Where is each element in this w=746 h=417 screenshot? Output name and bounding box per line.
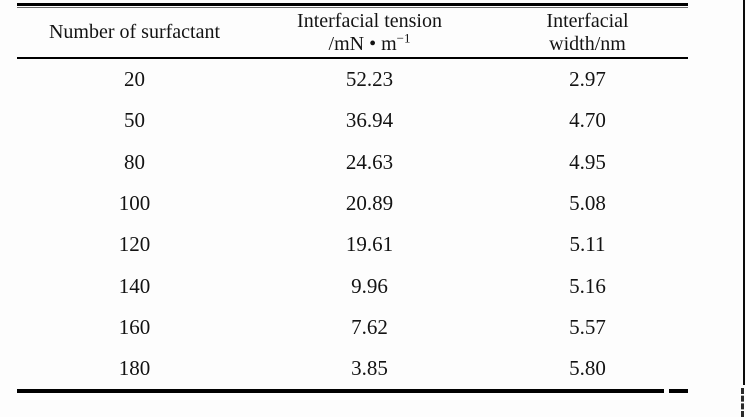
cell-interfacial-tension: 52.23	[345, 67, 394, 92]
cell-interfacial-tension: 24.63	[345, 149, 394, 174]
bottom-rule-scan-gap	[664, 389, 669, 394]
header-interfacial-width: Interfacial width/nm	[487, 10, 688, 56]
cell-surfactant-count: 100	[118, 191, 151, 216]
cell-interfacial-width: 5.11	[569, 232, 606, 257]
cell-interfacial-tension: 3.85	[351, 356, 388, 381]
surfactant-table: Number of surfactant Interfacial tension…	[17, 3, 688, 394]
header-col3-line2: width/nm	[549, 32, 626, 55]
header-col2-unit-base: /mN • m	[328, 32, 397, 55]
cell-interfacial-width: 5.80	[569, 356, 606, 381]
cell-surfactant-count: 80	[124, 149, 145, 174]
header-interfacial-tension: Interfacial tension /mN • m−1	[252, 10, 487, 56]
header-number-of-surfactant: Number of surfactant	[17, 21, 252, 44]
cell-interfacial-width: 5.57	[569, 314, 606, 339]
cell-interfacial-tension: 9.96	[351, 273, 388, 298]
header-col2-unit: /mN • m−1	[252, 29, 487, 56]
table-row: 120 19.61 5.11	[17, 224, 688, 265]
cell-surfactant-count: 120	[118, 232, 151, 257]
cell-surfactant-count: 160	[118, 314, 151, 339]
table-top-rule	[17, 3, 688, 8]
cell-interfacial-tension: 20.89	[345, 191, 394, 216]
table-row: 180 3.85 5.80	[17, 348, 688, 389]
table-body: 20 52.23 2.97 50 36.94 4.70 80 24.63 4.9…	[17, 59, 688, 389]
cell-interfacial-width: 4.95	[569, 149, 606, 174]
cell-interfacial-tension: 19.61	[345, 232, 394, 257]
cell-interfacial-tension: 7.62	[351, 314, 388, 339]
table-row: 100 20.89 5.08	[17, 183, 688, 224]
cell-surfactant-count: 20	[124, 67, 145, 92]
cell-interfacial-width: 4.70	[569, 108, 606, 133]
cell-surfactant-count: 140	[118, 273, 151, 298]
cell-interfacial-width: 5.08	[569, 191, 606, 216]
cell-interfacial-width: 2.97	[569, 67, 606, 92]
scan-edge-artifact	[743, 0, 745, 385]
cell-surfactant-count: 50	[124, 108, 145, 133]
table-header-row: Number of surfactant Interfacial tension…	[17, 8, 688, 57]
header-col2-unit-exponent: −1	[396, 29, 411, 45]
header-col2-line1: Interfacial tension	[297, 9, 442, 32]
header-col3-line1: Interfacial	[546, 9, 629, 32]
table-row: 160 7.62 5.57	[17, 307, 688, 348]
header-col1-label: Number of surfactant	[48, 21, 221, 43]
scan-edge-dashed-artifact	[741, 388, 744, 417]
table-header-rule	[17, 57, 688, 59]
table-row: 20 52.23 2.97	[17, 59, 688, 100]
table-row: 140 9.96 5.16	[17, 265, 688, 306]
cell-interfacial-tension: 36.94	[345, 108, 394, 133]
cell-interfacial-width: 5.16	[569, 273, 606, 298]
table-row: 80 24.63 4.95	[17, 142, 688, 183]
table-bottom-rule	[17, 389, 688, 394]
cell-surfactant-count: 180	[118, 356, 151, 381]
table-row: 50 36.94 4.70	[17, 100, 688, 141]
